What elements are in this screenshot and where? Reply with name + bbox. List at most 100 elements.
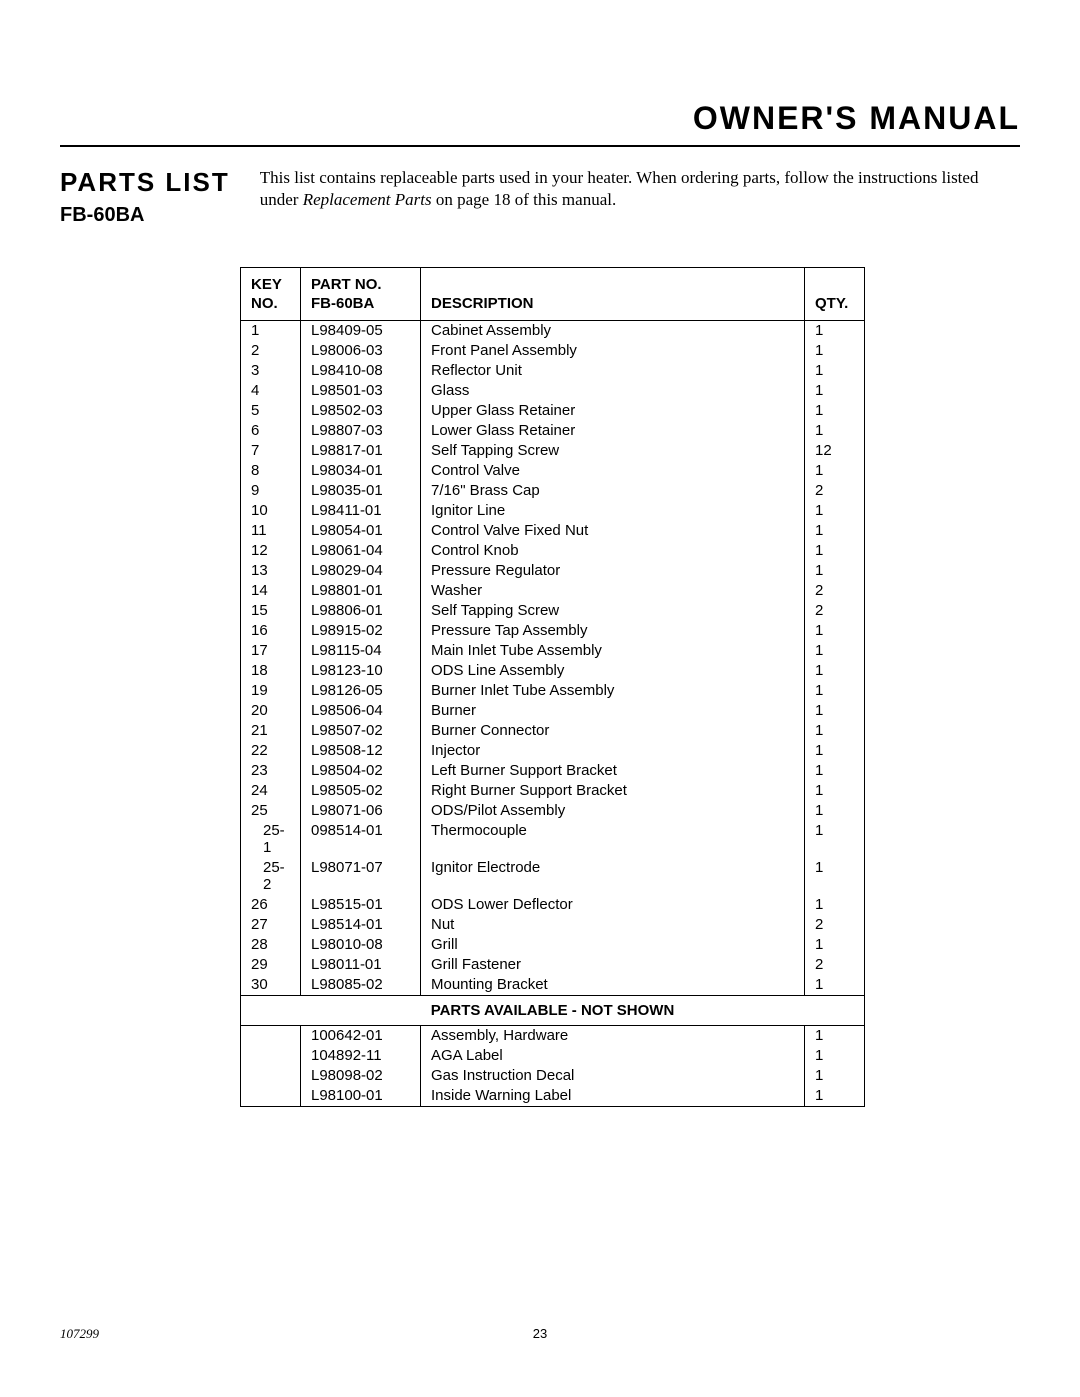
cell-qty: 1 — [805, 320, 865, 341]
cell-description: Gas Instruction Decal — [421, 1066, 805, 1086]
cell-part-number: L98514-01 — [301, 915, 421, 935]
cell-key: 2 — [241, 341, 301, 361]
cell-key: 12 — [241, 541, 301, 561]
cell-description: Glass — [421, 381, 805, 401]
table-row: 30L98085-02Mounting Bracket1 — [241, 975, 865, 996]
footer-doc-number: 107299 — [60, 1326, 99, 1342]
table-row: 16L98915-02Pressure Tap Assembly1 — [241, 621, 865, 641]
cell-description: Assembly, Hardware — [421, 1025, 805, 1046]
cell-key: 28 — [241, 935, 301, 955]
cell-description: Right Burner Support Bracket — [421, 781, 805, 801]
page-footer: 107299 23 — [60, 1326, 1020, 1342]
cell-key: 4 — [241, 381, 301, 401]
parts-table-wrap: KEY NO. PART NO. FB-60BA DESCRIPTION QTY… — [240, 267, 865, 1107]
cell-description: 7/16" Brass Cap — [421, 481, 805, 501]
table-row: 26L98515-01ODS Lower Deflector1 — [241, 895, 865, 915]
cell-description: Pressure Regulator — [421, 561, 805, 581]
col-header-description-text: DESCRIPTION — [431, 295, 534, 312]
cell-qty: 1 — [805, 741, 865, 761]
cell-description: ODS Lower Deflector — [421, 895, 805, 915]
cell-description: Ignitor Electrode — [421, 858, 805, 895]
cell-part-number: L98504-02 — [301, 761, 421, 781]
cell-part-number: L98410-08 — [301, 361, 421, 381]
cell-part-number: L98061-04 — [301, 541, 421, 561]
table-row: 24L98505-02Right Burner Support Bracket1 — [241, 781, 865, 801]
cell-qty: 1 — [805, 541, 865, 561]
cell-part-number: L98411-01 — [301, 501, 421, 521]
cell-qty: 1 — [805, 1046, 865, 1066]
cell-part-number: L98807-03 — [301, 421, 421, 441]
subsection-header-row: PARTS AVAILABLE - NOT SHOWN — [241, 995, 865, 1025]
table-header-row: KEY NO. PART NO. FB-60BA DESCRIPTION QTY… — [241, 268, 865, 321]
cell-part-number: L98071-06 — [301, 801, 421, 821]
table-row: 4L98501-03Glass1 — [241, 381, 865, 401]
col-header-qty: QTY. — [805, 268, 865, 321]
cell-qty: 1 — [805, 681, 865, 701]
cell-part-number: L98115-04 — [301, 641, 421, 661]
cell-part-number: L98505-02 — [301, 781, 421, 801]
header-row: PARTS LIST FB-60BA This list contains re… — [60, 167, 1020, 227]
cell-key: 25-2 — [241, 858, 301, 895]
cell-part-number: L98010-08 — [301, 935, 421, 955]
cell-part-number: L98508-12 — [301, 741, 421, 761]
cell-key: 27 — [241, 915, 301, 935]
cell-part-number: L98409-05 — [301, 320, 421, 341]
cell-qty: 1 — [805, 701, 865, 721]
cell-description: Thermocouple — [421, 821, 805, 858]
cell-qty: 1 — [805, 721, 865, 741]
cell-key: 1 — [241, 320, 301, 341]
cell-key: 14 — [241, 581, 301, 601]
cell-qty: 1 — [805, 621, 865, 641]
col-header-key-line1: KEY — [251, 276, 282, 293]
cell-key: 3 — [241, 361, 301, 381]
cell-key: 9 — [241, 481, 301, 501]
intro-suffix: on page 18 of this manual. — [432, 190, 617, 209]
table-row: 25L98071-06ODS/Pilot Assembly1 — [241, 801, 865, 821]
cell-part-number: L98054-01 — [301, 521, 421, 541]
cell-qty: 1 — [805, 935, 865, 955]
cell-part-number: L98006-03 — [301, 341, 421, 361]
cell-part-number: L98123-10 — [301, 661, 421, 681]
cell-description: Front Panel Assembly — [421, 341, 805, 361]
cell-description: Lower Glass Retainer — [421, 421, 805, 441]
table-row: 17L98115-04Main Inlet Tube Assembly1 — [241, 641, 865, 661]
cell-qty: 12 — [805, 441, 865, 461]
cell-qty: 1 — [805, 821, 865, 858]
table-row: 25-1098514-01Thermocouple1 — [241, 821, 865, 858]
table-row: 11L98054-01Control Valve Fixed Nut1 — [241, 521, 865, 541]
cell-qty: 1 — [805, 561, 865, 581]
cell-description: Self Tapping Screw — [421, 441, 805, 461]
cell-key: 18 — [241, 661, 301, 681]
cell-description: ODS/Pilot Assembly — [421, 801, 805, 821]
cell-description: Upper Glass Retainer — [421, 401, 805, 421]
cell-key: 15 — [241, 601, 301, 621]
cell-qty: 1 — [805, 1025, 865, 1046]
cell-part-number: 100642-01 — [301, 1025, 421, 1046]
table-row: 104892-11AGA Label1 — [241, 1046, 865, 1066]
cell-qty: 1 — [805, 641, 865, 661]
cell-qty: 1 — [805, 401, 865, 421]
cell-key: 21 — [241, 721, 301, 741]
table-row: 28L98010-08Grill1 — [241, 935, 865, 955]
cell-description: Grill Fastener — [421, 955, 805, 975]
cell-description: Ignitor Line — [421, 501, 805, 521]
cell-part-number: L98501-03 — [301, 381, 421, 401]
cell-description: Pressure Tap Assembly — [421, 621, 805, 641]
cell-qty: 2 — [805, 601, 865, 621]
cell-description: Main Inlet Tube Assembly — [421, 641, 805, 661]
cell-part-number: L98507-02 — [301, 721, 421, 741]
table-row: 22L98508-12Injector1 — [241, 741, 865, 761]
cell-qty: 1 — [805, 521, 865, 541]
cell-key: 10 — [241, 501, 301, 521]
parts-table: KEY NO. PART NO. FB-60BA DESCRIPTION QTY… — [240, 267, 865, 1107]
cell-key: 20 — [241, 701, 301, 721]
cell-qty: 1 — [805, 421, 865, 441]
cell-qty: 1 — [805, 1066, 865, 1086]
cell-part-number: L98506-04 — [301, 701, 421, 721]
cell-key: 22 — [241, 741, 301, 761]
table-row: 1L98409-05Cabinet Assembly1 — [241, 320, 865, 341]
cell-key — [241, 1025, 301, 1046]
table-row: 18L98123-10ODS Line Assembly1 — [241, 661, 865, 681]
cell-description: Self Tapping Screw — [421, 601, 805, 621]
cell-part-number: L98100-01 — [301, 1086, 421, 1107]
